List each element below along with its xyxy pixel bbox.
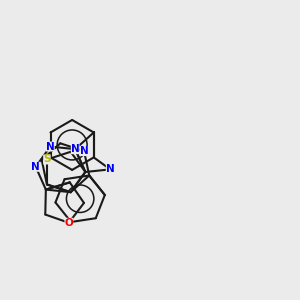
Text: N: N [106,164,115,174]
Text: N: N [46,142,55,152]
Text: O: O [64,218,73,228]
Text: S: S [43,154,51,164]
Text: N: N [71,144,80,154]
Text: N: N [80,146,88,156]
Text: N: N [31,162,40,172]
